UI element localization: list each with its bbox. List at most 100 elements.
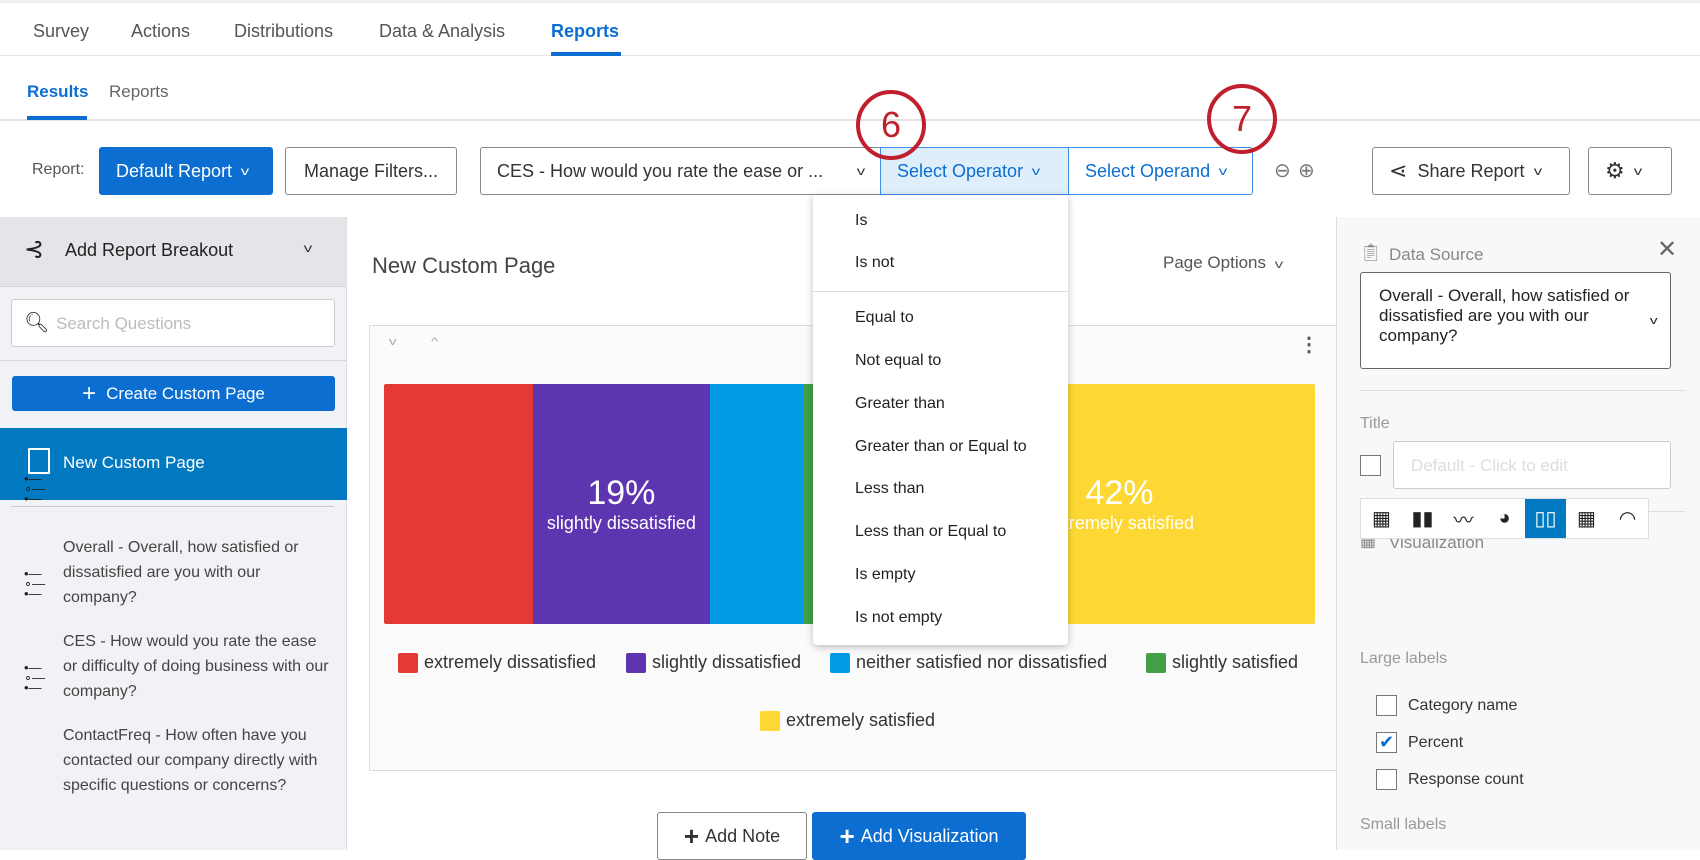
viz-gauge-icon[interactable]: ◠ (1618, 508, 1637, 530)
sidebar: ⊰ Add Report Breakout v 🔍︎ Search Questi… (0, 217, 347, 850)
bar-segment-neither-satisfied-nor-dissatisfied (709, 384, 803, 624)
menu-item-greater-than[interactable]: Greater than (855, 395, 945, 412)
tab-reports[interactable]: Reports (551, 21, 620, 41)
more-options-icon[interactable]: ⋮ (1299, 334, 1319, 356)
subtab-reports[interactable]: Reports (109, 82, 169, 101)
legend-swatch (626, 652, 646, 673)
settings-button[interactable]: ⚙ v (1588, 147, 1672, 195)
search-placeholder: Search Questions (56, 314, 192, 333)
chevron-down-icon: v (240, 164, 250, 178)
menu-item-is-empty[interactable]: Is empty (855, 566, 916, 583)
segment-percent-label: 19% (587, 474, 656, 512)
subtab-results[interactable]: Results (27, 82, 89, 101)
title-placeholder: Default - Click to edit (1411, 456, 1568, 475)
menu-item-not-equal-to[interactable]: Not equal to (855, 352, 942, 369)
legend-swatch (760, 710, 780, 731)
viz-line-icon[interactable]: 〰 (1453, 510, 1474, 532)
page-item-new-custom-page[interactable]: New Custom Page (0, 428, 347, 500)
breakout-icon: ⊰ (24, 236, 45, 263)
category-name-checkbox[interactable] (1376, 695, 1397, 716)
menu-item-is-not-empty[interactable]: Is not empty (855, 609, 943, 626)
tab-distributions[interactable]: Distributions (234, 21, 334, 41)
menu-item-is[interactable]: Is (855, 212, 868, 229)
legend-item: slightly dissatisfied (626, 652, 801, 673)
divider (1360, 390, 1685, 391)
right-panel: 📋︎ Data Source ✕ Overall - Overall, how … (1336, 217, 1700, 850)
title-checkbox[interactable] (1360, 455, 1381, 476)
viz-breakdown-bar-icon[interactable]: ▯▯ (1525, 499, 1566, 538)
title-input[interactable]: Default - Click to edit (1393, 441, 1671, 489)
viz-bar-icon[interactable]: ▮▮ (1411, 508, 1434, 530)
multiple-choice-icon: •— ∘— •— (24, 471, 46, 506)
chevron-down-icon: v (1633, 164, 1642, 178)
viz-table-icon[interactable]: ▦ (1372, 508, 1391, 530)
legend-label: slightly satisfied (1172, 652, 1299, 672)
legend-label: neither satisfied nor dissatisfied (856, 652, 1108, 672)
filter-question-select[interactable]: CES - How would you rate the ease or ...… (480, 147, 881, 195)
clipboard-icon: 📋︎ (1360, 243, 1382, 262)
gear-icon: ⚙ (1605, 158, 1625, 183)
chevron-down-icon: v (1533, 164, 1542, 178)
legend-label: extremely satisfied (786, 710, 936, 730)
percent-checkbox[interactable]: ✔ (1376, 732, 1397, 753)
share-report-button[interactable]: ⋖ Share Report v (1372, 147, 1570, 195)
add-note-button[interactable]: + Add Note (657, 812, 807, 860)
menu-divider (813, 291, 1068, 292)
manage-filters-label: Manage Filters... (303, 160, 439, 181)
data-source-label: Data Source (1389, 245, 1484, 264)
bar-segment-slightly-dissatisfied: 19% slightly dissatisfied (532, 384, 710, 624)
segment-category-label: slightly dissatisfied (546, 513, 696, 533)
legend-item: neither satisfied nor dissatisfied (830, 652, 1107, 673)
close-icon[interactable]: ✕ (1657, 236, 1678, 263)
add-report-breakout[interactable]: ⊰ Add Report Breakout v (0, 217, 346, 287)
question-item[interactable]: ContactFreq - How often have you contact… (63, 727, 318, 794)
select-operand-label: Select Operand (1085, 160, 1211, 181)
menu-item-less-than-or-equal-to[interactable]: Less than or Equal to (855, 523, 1007, 540)
page-options-button[interactable]: Page Options v (1163, 253, 1283, 273)
menu-item-less-than[interactable]: Less than (855, 480, 925, 497)
viz-grid-icon[interactable]: ▦ (1577, 508, 1596, 530)
tab-survey[interactable]: Survey (33, 21, 90, 41)
question-item[interactable]: CES - How would you rate the ease or dif… (63, 633, 329, 700)
plus-icon: + (839, 820, 855, 851)
move-down-icon[interactable]: v (388, 336, 397, 348)
viz-pie-icon[interactable]: ◕ (1498, 507, 1511, 529)
search-input[interactable]: 🔍︎ Search Questions (11, 299, 335, 347)
tab-data-analysis[interactable]: Data & Analysis (379, 21, 506, 41)
select-operator-label: Select Operator (897, 160, 1024, 181)
active-subtab-underline (27, 116, 87, 120)
select-operand-dropdown[interactable]: Select Operand v (1068, 147, 1253, 195)
breakout-label: Add Report Breakout (65, 240, 234, 260)
tab-actions[interactable]: Actions (131, 21, 191, 41)
title-label: Title (1360, 415, 1390, 432)
response-count-checkbox[interactable] (1376, 769, 1397, 790)
page-title: New Custom Page (372, 253, 556, 278)
remove-filter-icon[interactable]: ⊖ (1274, 160, 1291, 182)
legend-label: slightly dissatisfied (652, 652, 802, 672)
manage-filters-button[interactable]: Manage Filters... (285, 147, 457, 195)
add-visualization-button[interactable]: + Add Visualization (812, 812, 1026, 860)
add-filter-icon[interactable]: ⊕ (1298, 160, 1315, 182)
legend-swatch (398, 652, 418, 673)
divider (0, 360, 346, 361)
select-operator-dropdown[interactable]: Select Operator v (880, 147, 1069, 195)
add-visualization-label: Add Visualization (860, 825, 999, 846)
filter-question-label: CES - How would you rate the ease or ... (497, 160, 824, 181)
multiple-choice-icon: •— ∘— •— (24, 660, 46, 695)
menu-item-equal-to[interactable]: Equal to (855, 309, 914, 326)
question-item[interactable]: Overall - Overall, how satisfied or diss… (63, 539, 299, 606)
legend-swatch (1146, 652, 1166, 673)
move-up-icon[interactable]: ^ (430, 336, 439, 348)
data-source-select[interactable]: Overall - Overall, how satisfied or diss… (1360, 272, 1671, 369)
legend-item: extremely dissatisfied (398, 652, 596, 673)
create-custom-page-label: Create Custom Page (106, 383, 265, 403)
page-icon (28, 448, 50, 474)
report-select[interactable]: Default Report v (99, 147, 273, 195)
search-icon: 🔍︎ (24, 312, 50, 334)
menu-item-greater-than-or-equal-to[interactable]: Greater than or Equal to (855, 438, 1027, 455)
active-tab-underline (551, 52, 621, 56)
chevron-down-icon: v (303, 241, 313, 255)
menu-item-is-not[interactable]: Is not (855, 254, 895, 271)
segment-category-label: extremely satisfied (1044, 513, 1194, 533)
create-custom-page-button[interactable]: + Create Custom Page (12, 376, 335, 411)
